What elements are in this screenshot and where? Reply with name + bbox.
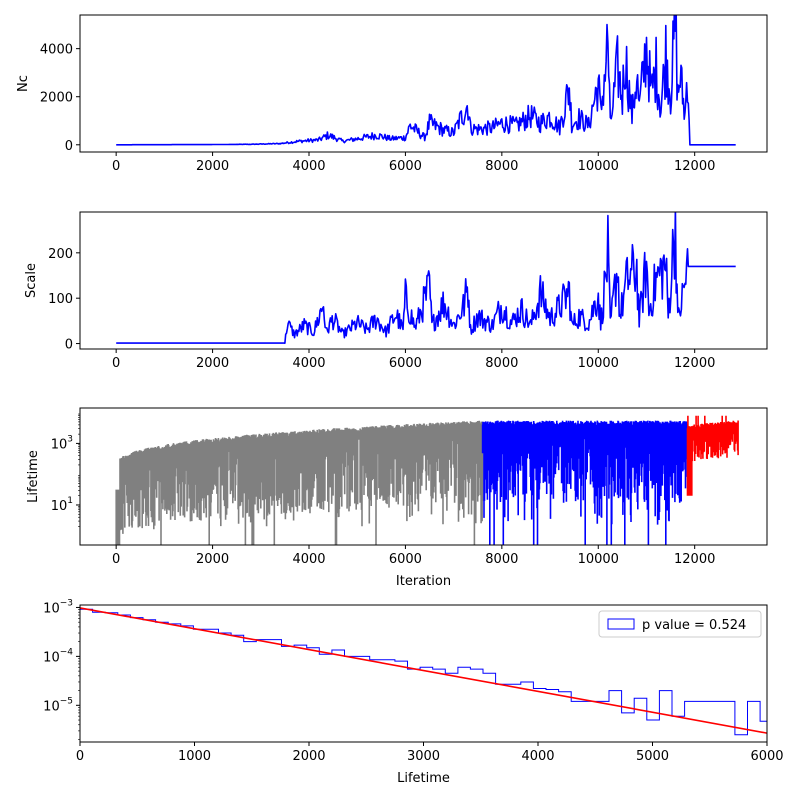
x-tick-label-3-6: 12000 (674, 552, 715, 567)
y-axis-label-1: Nc (16, 75, 31, 92)
y-tick-label-4-0: 10−5 (43, 696, 73, 714)
data-line-1 (116, 15, 736, 146)
y-tick-label-2-0: 0 (65, 338, 73, 353)
legend-box (598, 610, 762, 638)
x-tick-label-3-4: 8000 (485, 552, 518, 567)
legend: p value = 0.524 (598, 610, 762, 638)
y-tick-label-3-0: 101 (51, 496, 73, 514)
x-tick-label-4-5: 5000 (636, 749, 669, 764)
y-tick-label-4-2: 10−3 (43, 598, 73, 616)
x-tick-label-4-0: 0 (76, 749, 84, 764)
fit-line (80, 607, 767, 734)
y-tick-label-2-1: 100 (48, 292, 73, 307)
x-tick-label-2-1: 2000 (196, 356, 229, 371)
y-tick-label-3-1: 103 (51, 434, 73, 452)
histogram-steps (80, 608, 767, 742)
x-tick-label-3-5: 10000 (578, 552, 619, 567)
plot-area-2 (116, 212, 736, 345)
x-tick-label-3-1: 2000 (196, 552, 229, 567)
x-tick-label-2-3: 6000 (389, 356, 422, 371)
x-tick-label-1-5: 10000 (578, 159, 619, 174)
lifetime-series-2 (481, 420, 689, 545)
plot-area-1 (116, 15, 736, 146)
axes-frame-2 (79, 211, 768, 350)
x-tick-label-1-6: 12000 (674, 159, 715, 174)
lifetime-series-3 (686, 415, 739, 496)
x-tick-label-2-0: 0 (112, 356, 120, 371)
legend-swatch (607, 618, 635, 630)
x-tick-label-2-4: 8000 (485, 356, 518, 371)
y-tick-label-4-1: 10−4 (43, 647, 73, 665)
x-tick-label-1-4: 8000 (485, 159, 518, 174)
x-tick-label-1-2: 4000 (292, 159, 325, 174)
plot-area-4 (80, 607, 767, 742)
x-tick-label-3-3: 6000 (389, 552, 422, 567)
y-tick-label-1-0: 0 (65, 139, 73, 154)
x-axis-label-3: Iteration (396, 574, 451, 589)
x-tick-label-3-2: 4000 (292, 552, 325, 567)
y-tick-label-2-2: 200 (48, 247, 73, 262)
x-tick-label-2-2: 4000 (292, 356, 325, 371)
x-tick-label-2-5: 10000 (578, 356, 619, 371)
x-tick-label-4-2: 2000 (292, 749, 325, 764)
data-line-2 (116, 212, 736, 345)
y-axis-label-3: Lifetime (26, 450, 41, 503)
lifetime-series-1 (115, 420, 484, 545)
y-tick-label-1-1: 2000 (40, 91, 73, 106)
x-tick-label-1-3: 6000 (389, 159, 422, 174)
x-tick-label-3-0: 0 (112, 552, 120, 567)
x-tick-label-1-1: 2000 (196, 159, 229, 174)
y-axis-label-2: Scale (24, 263, 39, 298)
x-tick-label-4-6: 6000 (750, 749, 783, 764)
x-tick-label-4-1: 1000 (178, 749, 211, 764)
x-tick-label-2-6: 12000 (674, 356, 715, 371)
x-axis-label-4: Lifetime (397, 771, 450, 786)
axes-frame-3 (79, 407, 768, 546)
x-tick-label-4-4: 4000 (521, 749, 554, 764)
axes-frame-1 (79, 14, 768, 153)
y-tick-label-1-2: 4000 (40, 43, 73, 58)
plot-area-3 (115, 415, 739, 545)
x-tick-label-4-3: 3000 (407, 749, 440, 764)
x-tick-label-1-0: 0 (112, 159, 120, 174)
legend-label: p value = 0.524 (642, 618, 746, 633)
